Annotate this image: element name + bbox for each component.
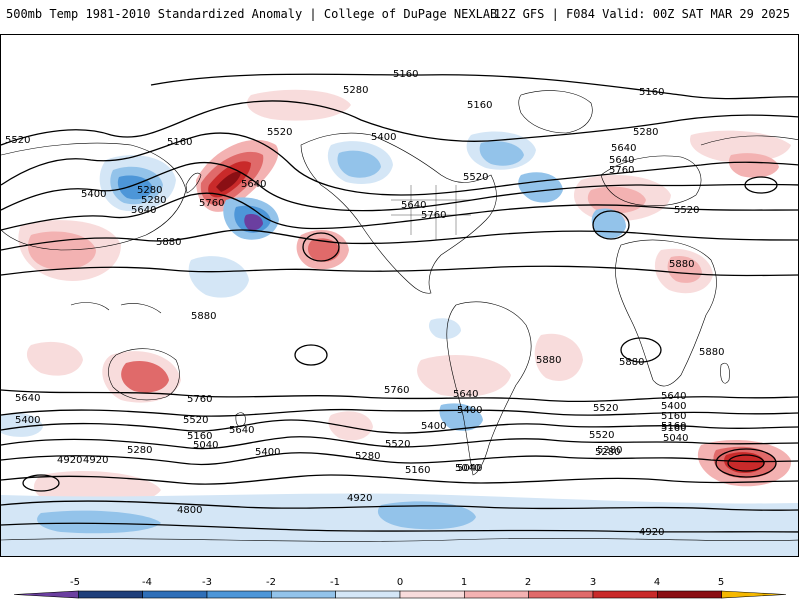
contour-label: 5160	[393, 69, 418, 80]
colorbar-swatch	[78, 590, 143, 599]
contour-label: 5520	[674, 205, 699, 216]
model-run-info: 12Z GFS | F084 Valid: 00Z SAT MAR 29 202…	[493, 7, 790, 21]
contour-label: 5160	[467, 100, 492, 111]
contour-label: 5400	[15, 415, 40, 426]
colorbar-tick: 5	[718, 577, 724, 588]
contour-label: 4920	[57, 455, 82, 466]
contour-label: 5400	[255, 447, 280, 458]
colorbar-tick: 4	[654, 577, 660, 588]
colorbar-swatch	[142, 590, 208, 599]
colorbar-swatch	[721, 590, 787, 599]
colorbar-tick: 0	[397, 577, 403, 588]
contour-label: 5640	[401, 200, 426, 211]
colorbar-tick: 1	[461, 577, 467, 588]
contour-labels: 5160 5280 5160 5160 5520 5280 5520 5400 …	[5, 69, 724, 538]
colorbar-swatches	[13, 590, 787, 599]
colorbar-tick: 3	[590, 577, 596, 588]
contour-label: 4800	[177, 505, 202, 516]
contour-label: 4920	[639, 527, 664, 538]
contour-label: 5280	[597, 445, 622, 456]
map-panel: 5160 5280 5160 5160 5520 5280 5520 5400 …	[0, 34, 799, 557]
contour-label: 5160	[405, 465, 430, 476]
colorbar-tick: -3	[202, 577, 212, 588]
colorbar-swatch	[13, 590, 79, 599]
header: 500mb Temp 1981-2010 Standardized Anomal…	[0, 0, 800, 34]
contour-label: 4920	[83, 455, 108, 466]
contour-label: 5520	[183, 415, 208, 426]
colorbar-swatch	[206, 590, 272, 599]
contour-label: 5880	[156, 237, 181, 248]
contour-label: 5160	[661, 411, 686, 422]
contour-label: 5400	[661, 401, 686, 412]
contour-label: 5880	[619, 357, 644, 368]
contour-label: 5640	[453, 389, 478, 400]
contour-label: 5160	[187, 431, 212, 442]
warm-anomaly-shading	[18, 89, 792, 507]
colorbar-swatch	[657, 590, 722, 599]
contour-label: 5400	[81, 189, 106, 200]
colorbar-swatch	[335, 590, 401, 599]
contour-label: 5760	[384, 385, 409, 396]
contour-label: 5760	[187, 394, 212, 405]
contour-label: 5280	[137, 185, 162, 196]
contour-label: 5280	[633, 127, 658, 138]
colorbar-swatch	[528, 590, 594, 599]
contour-label: 5280	[595, 447, 620, 458]
contour-label: 5880	[191, 311, 216, 322]
contour-label: 5160	[167, 137, 192, 148]
contour-label: 5280	[127, 445, 152, 456]
colorbar-swatch	[592, 590, 658, 599]
contour-label: 5640	[241, 179, 266, 190]
contour-label: 5520	[267, 127, 292, 138]
contour-label: 5040	[457, 463, 482, 474]
contour-label: 5160	[661, 421, 686, 432]
colorbar-swatch	[271, 590, 336, 599]
contour-label: 5520	[589, 430, 614, 441]
anomaly-map: 5160 5280 5160 5160 5520 5280 5520 5400 …	[1, 69, 798, 556]
contour-label: 5760	[421, 210, 446, 221]
contour-label: 5520	[5, 135, 30, 146]
colorbar-tick: -4	[142, 577, 152, 588]
contour-label: 5160	[661, 423, 686, 434]
contour-label: 5640	[661, 391, 686, 402]
contour-label: 5880	[536, 355, 561, 366]
contour-label: 5280	[355, 451, 380, 462]
height-contours	[1, 73, 798, 533]
contour-label: 5280	[141, 195, 166, 206]
colorbar-tick: -1	[330, 577, 340, 588]
contour-label: 5040	[193, 440, 218, 451]
colorbar-tick: -5	[70, 577, 80, 588]
contour-label: 5400	[421, 421, 446, 432]
contour-label: 5520	[385, 439, 410, 450]
contour-label: 5520	[463, 172, 488, 183]
contour-label: 5640	[611, 143, 636, 154]
contour-label: 5880	[699, 347, 724, 358]
colorbar-tick: -2	[266, 577, 276, 588]
contour-label: 5640	[229, 425, 254, 436]
colorbar-swatch	[464, 590, 529, 599]
contour-label: 5400	[457, 405, 482, 416]
map-title: 500mb Temp 1981-2010 Standardized Anomal…	[6, 7, 498, 21]
contour-label: 5040	[663, 433, 688, 444]
cool-anomaly-shading	[1, 131, 798, 556]
colorbar-ticks: -5 -4 -3 -2 -1 0 1 2 3 4 5	[70, 577, 724, 588]
contour-label: 5760	[199, 198, 224, 209]
contour-label: 5640	[131, 205, 156, 216]
colorbar: -5 -4 -3 -2 -1 0 1 2 3 4 5	[13, 577, 787, 599]
contour-label: 5280	[343, 85, 368, 96]
contour-label: 5040	[455, 463, 480, 474]
colorbar-swatch	[399, 590, 465, 599]
contour-label: 4920	[347, 493, 372, 504]
contour-label: 5880	[669, 259, 694, 270]
contour-label: 5520	[593, 403, 618, 414]
contour-label: 5640	[15, 393, 40, 404]
contour-label: 5160	[639, 87, 664, 98]
contour-label: 5400	[371, 132, 396, 143]
contour-label: 5760	[609, 165, 634, 176]
colorbar-tick: 2	[525, 577, 531, 588]
contour-label: 5640	[609, 155, 634, 166]
